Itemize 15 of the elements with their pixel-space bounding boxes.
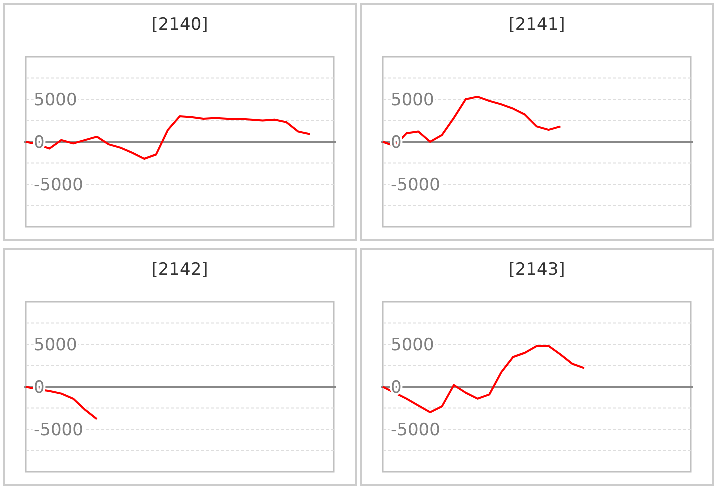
y-tick-label: 0 (34, 378, 45, 398)
line-series (25, 116, 312, 160)
chart-title: [2142] (152, 260, 208, 280)
chart-title: [2140] (152, 15, 208, 35)
y-tick-label: 5000 (391, 335, 434, 356)
y-tick-label: -5000 (34, 175, 84, 196)
y-tick-label: 5000 (34, 90, 78, 110)
y-tick-label: -5000 (391, 420, 440, 440)
y-tick-label: 5000 (391, 90, 434, 110)
y-tick-label: -5000 (391, 175, 440, 196)
y-tick-label: 5000 (34, 335, 78, 356)
y-tick-label: 0 (34, 132, 45, 153)
chart-title: [2143] (508, 260, 566, 280)
y-tick-label: -5000 (34, 420, 84, 440)
chart-title: [2141] (508, 15, 566, 35)
